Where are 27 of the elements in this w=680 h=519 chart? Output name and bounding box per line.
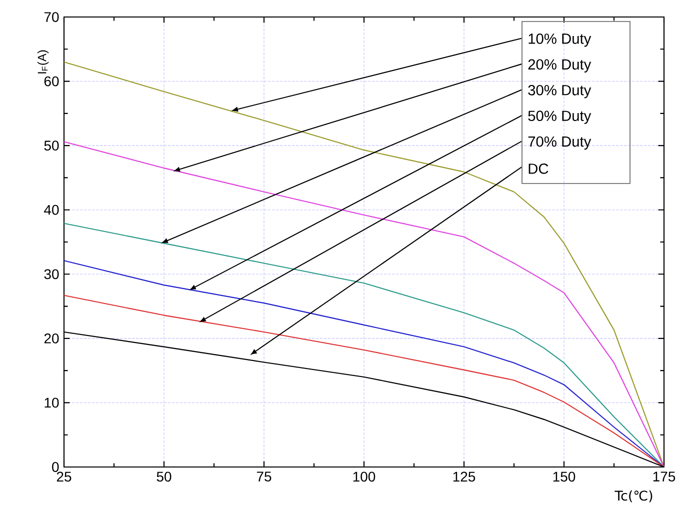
annotation: 70% Duty [528,136,592,150]
annotation: 20% Duty [528,59,592,72]
y-axis-title: I$_{F}$(A) [37,50,49,74]
x-axis-title: Tc(℃) [614,490,652,502]
line-series [63,294,665,468]
y-tick-label: 40 [44,204,59,215]
y-tick-label: 60 [44,76,59,86]
x-tick-label: 25 [56,472,72,482]
line-series [63,61,665,468]
y-tick-label: 30 [44,269,59,280]
y-tick-label: 10 [44,398,59,408]
line-series [63,260,665,468]
annotation: 10% Duty [528,34,592,47]
line-series [63,222,665,468]
x-tick-label: 75 [256,472,272,482]
x-tick-label: 150 [553,472,576,482]
x-tick-label: 100 [353,472,376,482]
annotation: DC [528,164,548,174]
x-tick-label: 125 [453,472,476,482]
y-tick-label: 70 [44,12,59,22]
y-tick-label: 50 [44,140,59,151]
y-tick-label: 0 [52,462,59,472]
x-tick-label: 175 [653,472,676,482]
annotation: 30% Duty [528,84,592,98]
annotation: 50% Duty [528,110,592,124]
x-tick-label: 50 [156,472,172,482]
y-tick-label: 20 [44,333,59,344]
